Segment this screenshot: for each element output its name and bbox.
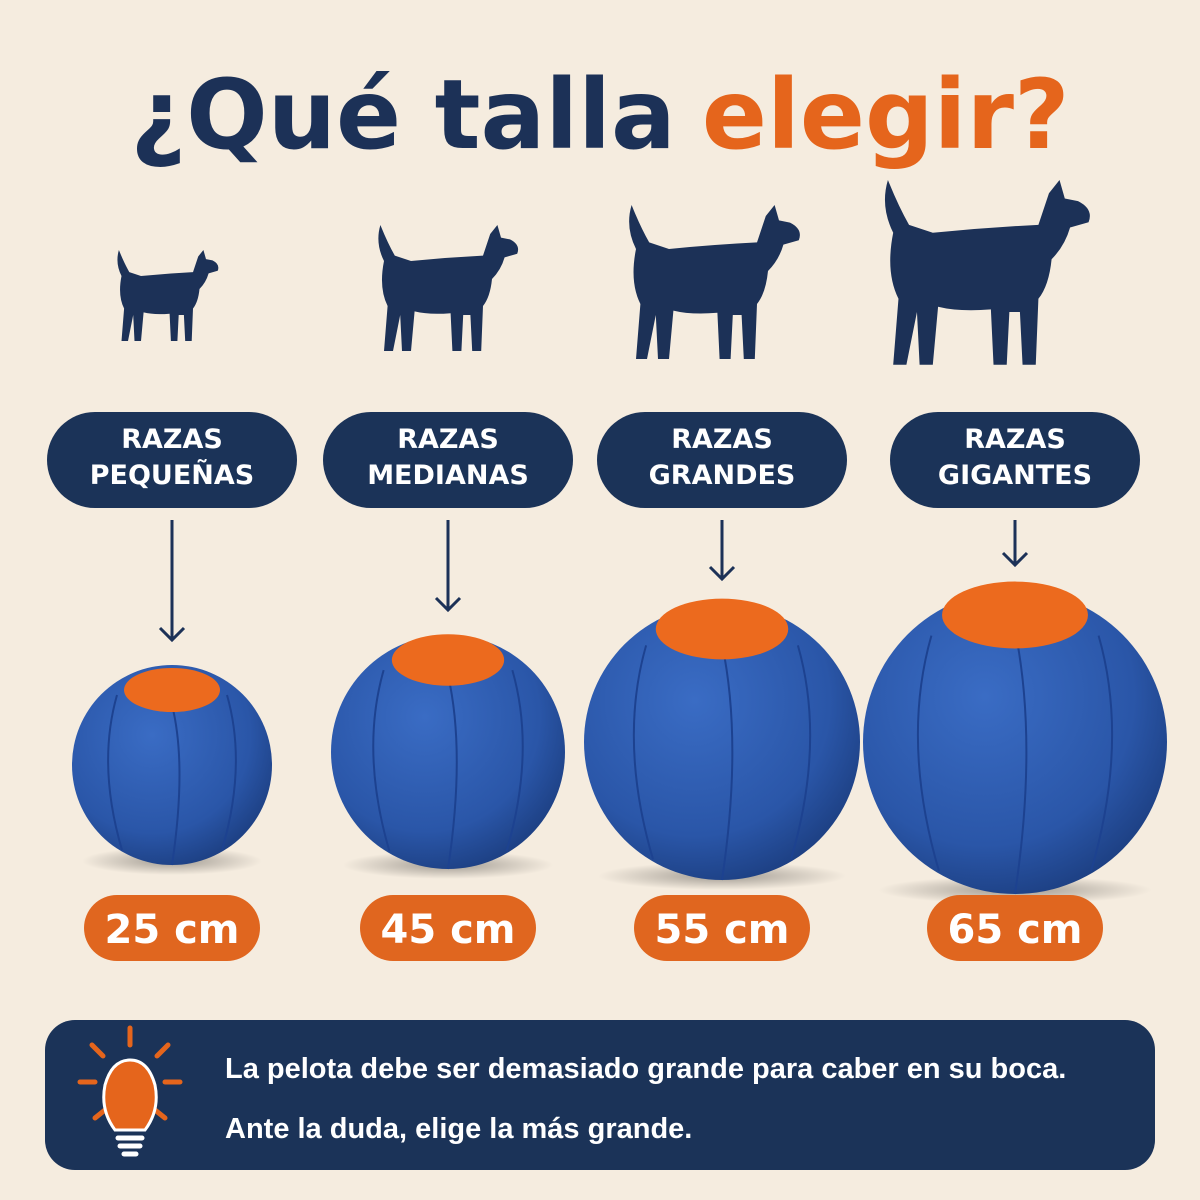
title-highlight: elegir? — [702, 59, 1070, 171]
title: ¿Qué talla elegir? — [130, 59, 1069, 171]
ball-seam — [171, 704, 181, 866]
tip-box — [45, 1020, 1155, 1170]
breed-label: PEQUEÑAS — [90, 459, 255, 491]
breed-label: RAZAS — [121, 424, 223, 455]
size-pill — [84, 895, 260, 961]
breed-pill — [597, 412, 847, 508]
ball-seam — [721, 643, 734, 881]
ball-seam — [1090, 635, 1114, 872]
ball-cap — [391, 634, 505, 686]
dog-silhouette — [117, 250, 219, 341]
breed-label: MEDIANAS — [367, 460, 529, 491]
dog-silhouette — [378, 225, 519, 351]
ball-seam — [372, 669, 391, 852]
breed-label: RAZAS — [964, 424, 1066, 455]
ball — [72, 665, 272, 865]
ball-seam — [505, 669, 524, 852]
size-pill — [634, 895, 810, 961]
ball — [331, 635, 565, 869]
ball-seam — [790, 645, 812, 860]
size-column: RAZAS GIGANTES 65 cm — [863, 180, 1167, 961]
dog-silhouette — [629, 205, 800, 359]
breed-label: GIGANTES — [938, 460, 1092, 491]
ball — [584, 604, 860, 880]
ball-seam — [221, 694, 237, 851]
size-label: 65 cm — [948, 907, 1083, 953]
title-main: ¿Qué talla — [130, 59, 675, 171]
breed-label: RAZAS — [397, 424, 499, 455]
breed-pill — [323, 412, 573, 508]
ball-seam — [1014, 629, 1028, 895]
size-label: 55 cm — [655, 907, 790, 953]
bulb-icon — [77, 1025, 183, 1157]
ball-cap — [942, 581, 1088, 649]
size-label: 45 cm — [381, 907, 516, 953]
size-column: RAZAS MEDIANAS 45 cm — [323, 225, 573, 961]
tip-line: Ante la duda, elige la más grande. — [225, 1113, 692, 1145]
size-column: RAZAS PEQUEÑAS 25 cm — [47, 250, 297, 961]
size-pill — [360, 895, 536, 961]
ball — [863, 590, 1167, 894]
tip-line: La pelota debe ser demasiado grande para… — [225, 1053, 1066, 1085]
breed-label: RAZAS — [671, 424, 773, 455]
ball-seam — [632, 645, 654, 860]
arrow-head — [434, 596, 462, 613]
ball-cap — [655, 598, 789, 660]
arrow-head — [1001, 551, 1029, 568]
ball-cap — [124, 668, 220, 712]
ball-seam — [107, 694, 123, 851]
size-column: RAZAS GRANDES 55 cm — [584, 205, 860, 961]
ball-seam — [447, 674, 458, 870]
size-label: 25 cm — [105, 907, 240, 953]
breed-label: GRANDES — [649, 460, 796, 491]
arrow-head — [708, 565, 736, 582]
size-pill — [927, 895, 1103, 961]
ball-seam — [916, 635, 940, 872]
breed-pill — [890, 412, 1140, 508]
dog-silhouette — [884, 180, 1090, 365]
arrow-head — [158, 626, 186, 643]
breed-pill — [47, 412, 297, 508]
